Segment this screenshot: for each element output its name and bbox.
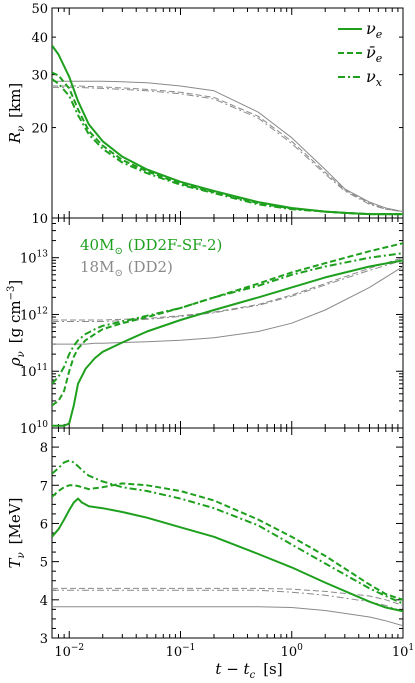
series-line-18-nu_e [52, 80, 403, 213]
legend-label: νe [366, 19, 383, 41]
y-tick-label: 5 [40, 556, 48, 571]
axes-frame [51, 7, 404, 219]
y-axis-label: Tν[MeV] [6, 498, 27, 569]
y-tick-label: 7 [40, 479, 48, 494]
x-tick-label: 100 [281, 643, 304, 660]
y-tick-label: 30 [31, 69, 48, 84]
series-line-18-nu_x [52, 259, 403, 322]
y-tick-label: 1010 [20, 420, 48, 437]
x-axis-label-main: t − t [215, 660, 250, 678]
series-line-18-nu_e [52, 606, 403, 627]
y-tick-label: 1013 [20, 250, 48, 267]
legend-label: ν̄e [366, 43, 383, 65]
series-line-40-nu_x [52, 252, 403, 385]
series-line-40-nu_e [52, 259, 403, 427]
series-line-18-nu_x [52, 86, 403, 213]
panel-2: 3 4 5 6 7 8 Tν[MeV] [6, 427, 404, 647]
x-axis-label-unit: [s] [263, 660, 282, 678]
x-axis-label-sub: c [250, 670, 256, 681]
y-tick-label: 20 [31, 122, 48, 137]
x-axis-label: t − tc [s] [215, 660, 282, 681]
x-tick-label: 101 [392, 643, 414, 660]
series-line-18-nu_e_bar [52, 587, 403, 606]
svg-text:t − tc[s]: t − tc [s] [215, 660, 282, 681]
series-line-18-nu_e_bar [52, 257, 403, 321]
y-tick-label: 3 [40, 632, 48, 647]
y-tick-label: 6 [40, 517, 48, 532]
series-line-40-nu_e_bar [52, 482, 403, 601]
legend-label: νx [366, 67, 383, 89]
x-tick-label: 10−1 [166, 643, 196, 660]
series-line-18-nu_e [52, 266, 403, 345]
y-tick-label: 10 [31, 212, 48, 227]
series-line-18-nu_e_bar [52, 85, 403, 213]
series-line-18-nu_x [52, 589, 403, 612]
series-line-40-nu_x [52, 78, 403, 216]
series-line-40-nu_x [52, 459, 403, 605]
y-tick-label: 50 [31, 2, 48, 17]
y-tick-label: 8 [40, 441, 48, 456]
model-label: 18M⊙ (DD2) [80, 258, 173, 279]
y-axis-label: ρν[g cm−3] [6, 280, 27, 367]
legend: νe ν̄e νx [338, 19, 383, 89]
series-line-40-nu_e_bar [52, 242, 403, 407]
x-tick-label: 10−2 [54, 643, 84, 660]
y-tick-label: 4 [40, 594, 48, 609]
y-tick-label: 1012 [20, 306, 48, 323]
model-label: 40M⊙ (DD2F-SF-2) [80, 236, 222, 257]
y-axis-label: Rν[km] [6, 83, 27, 144]
y-tick-label: 40 [31, 31, 48, 46]
panel-0: 10 20 30 40 50 Rν[km] [6, 2, 404, 227]
y-tick-label: 1011 [20, 363, 48, 380]
series-line-40-nu_e [52, 497, 403, 613]
series-line-40-nu_e [52, 44, 403, 216]
